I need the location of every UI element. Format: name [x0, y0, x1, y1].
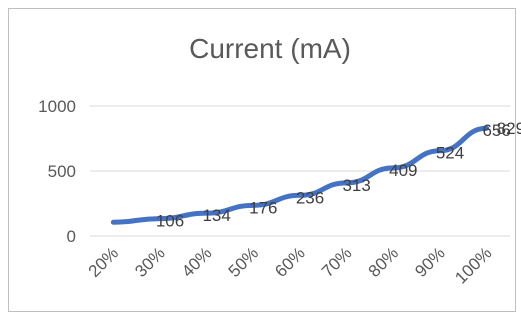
data-label: 134	[202, 206, 230, 225]
data-label: 409	[389, 161, 417, 180]
gridlines	[90, 105, 510, 237]
y-tick-label: 500	[48, 162, 76, 181]
chart-border	[8, 8, 516, 312]
y-tick-label: 1000	[38, 97, 76, 116]
data-label: 524	[436, 144, 464, 163]
y-axis-ticks: 0 500 1000	[38, 97, 76, 246]
data-label: 313	[342, 176, 370, 195]
data-label: 656	[482, 121, 510, 140]
series-line	[110, 125, 490, 225]
y-tick-label: 0	[67, 227, 76, 246]
chart-title: Current (mA)	[189, 33, 351, 64]
data-label: 176	[249, 198, 277, 217]
data-label: 236	[296, 188, 324, 207]
data-label: 106	[156, 212, 184, 231]
data-label: 829	[497, 119, 521, 138]
series-layer	[110, 125, 490, 225]
